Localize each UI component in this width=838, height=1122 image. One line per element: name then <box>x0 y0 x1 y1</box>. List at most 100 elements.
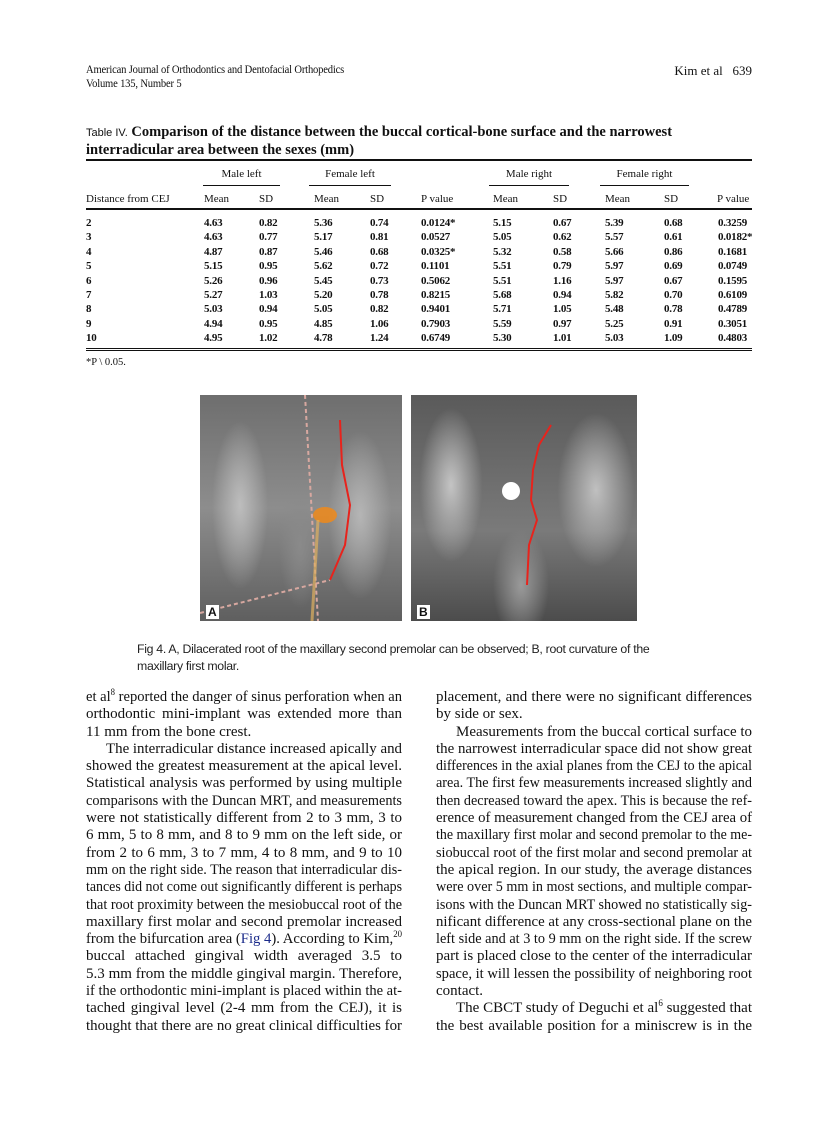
table-cell: 5.17 <box>314 231 333 244</box>
marker-blob <box>313 507 337 523</box>
text-segment: ). According to Kim, <box>271 931 394 948</box>
column-header: Mean <box>493 193 519 205</box>
table-cell: 4.95 <box>204 332 223 345</box>
text-segment: contact. <box>436 983 484 1000</box>
table-cell: 0.6109 <box>718 289 748 301</box>
text-segment: 6 mm, 5 to 8 mm, and 8 to 9 mm on the le… <box>86 827 402 844</box>
table-cell: 4.63 <box>204 231 223 244</box>
column-header: SD <box>259 193 274 205</box>
table-cell: 4.85 <box>314 317 333 330</box>
table-cell: 4.78 <box>314 332 333 345</box>
author-running-head: Kim et al <box>674 63 723 78</box>
row-label: 7 <box>86 289 92 301</box>
column-header: SD <box>664 193 679 205</box>
row-label: 6 <box>86 274 92 287</box>
table-cell: 5.59 <box>493 317 512 330</box>
text-line: buccal attached gingival width averaged … <box>86 948 402 965</box>
running-head-right: Kim et al 639 <box>674 63 752 79</box>
column-header: SD <box>370 193 385 205</box>
text-line: isons with the Duncan MRT showed no stat… <box>436 897 752 914</box>
text-segment: if the orthodontic mini-implant is place… <box>86 983 402 1000</box>
table-cell: 0.78 <box>370 289 389 301</box>
table-cell: 0.87 <box>259 245 278 258</box>
table-bottom-rule <box>86 348 752 349</box>
group-underline <box>600 185 689 186</box>
text-line: by side or sex. <box>436 706 752 723</box>
panel-b-label: B <box>417 605 430 619</box>
table-cell: 4.63 <box>204 217 223 229</box>
table-cell: 0.79 <box>553 260 572 273</box>
text-line: that root proximity between the mesiobuc… <box>86 897 402 914</box>
text-segment: space, it will lessen the possibility of… <box>436 965 752 982</box>
text-segment: by side or sex. <box>436 706 523 723</box>
table-cell: 0.81 <box>370 231 389 244</box>
text-line: 5.3 mm from the middle gingival margin. … <box>86 966 402 983</box>
text-line: left side and at 3 to 9 mm on the right … <box>436 931 752 948</box>
text-line: erence of measurement changed from the C… <box>436 810 752 827</box>
panel-b-annotations <box>502 424 552 586</box>
table-cell: 0.74 <box>370 217 389 229</box>
row-label: 10 <box>86 332 97 345</box>
text-segment: the narrowest interradicular space did n… <box>436 740 752 757</box>
table-cell: 4.87 <box>204 245 223 258</box>
root-trace-line <box>329 419 352 581</box>
table-title: Comparison of the distance between the b… <box>86 124 673 158</box>
group-male-right: Male right <box>505 168 553 180</box>
panel-a-annotations <box>200 395 352 621</box>
column-header: Distance from CEJ <box>86 193 170 205</box>
text-segment: maxillary first molar and second premola… <box>86 913 402 930</box>
text-segment: then decreased toward the apex. This is … <box>436 792 752 809</box>
table-cell: 0.94 <box>259 303 278 316</box>
implant-shadow <box>310 519 320 621</box>
citation-superscript: 20 <box>393 929 402 940</box>
figure-reference-link[interactable]: Fig 4 <box>240 931 272 948</box>
table-cell: 0.0182* <box>718 231 753 244</box>
row-label: 8 <box>86 303 92 316</box>
text-line: comparisons with the Duncan MRT, and mea… <box>86 793 402 810</box>
table-cell: 0.1681 <box>718 245 748 258</box>
bright-spot <box>502 482 520 500</box>
text-segment: Measurements from the buccal cortical su… <box>456 723 752 740</box>
text-segment: Statistical analysis was performed by us… <box>86 775 402 792</box>
text-line: 11 mm from the bone crest. <box>86 724 402 741</box>
figure-caption: Fig 4. A, Dilacerated root of the maxill… <box>137 641 717 675</box>
text-segment: differences in the axial planes from the… <box>436 758 752 775</box>
text-line: area. The first few measurements increas… <box>436 775 752 792</box>
table-cell: 4.94 <box>204 317 223 330</box>
text-segment: 5.3 mm from the middle gingival margin. … <box>86 965 402 982</box>
journal-title: American Journal of Orthodontics and Den… <box>86 64 345 76</box>
table-cell: 0.0749 <box>718 260 748 273</box>
text-line: The interradicular distance increased ap… <box>86 741 402 758</box>
text-segment: orthodontic mini-implant was extended mo… <box>86 706 402 723</box>
table-cell: 5.27 <box>204 289 223 301</box>
citation-superscript: 6 <box>658 998 663 1009</box>
text-segment: buccal attached gingival width averaged … <box>86 948 402 965</box>
row-label: 2 <box>86 217 92 229</box>
text-line: 6 mm, 5 to 8 mm, and 8 to 9 mm on the le… <box>86 827 402 844</box>
text-line: tached gingival level (2-4 mm from the C… <box>86 1000 402 1017</box>
table-cell: 0.61 <box>664 231 683 244</box>
table-cell: 0.0527 <box>421 231 451 244</box>
text-line: orthodontic mini-implant was extended mo… <box>86 706 402 723</box>
table-cell: 1.16 <box>553 274 572 287</box>
table-cell: 0.70 <box>664 289 683 301</box>
text-line: Statistical analysis was performed by us… <box>86 775 402 792</box>
text-segment: isons with the Duncan MRT showed no stat… <box>436 896 752 913</box>
table-cell: 5.82 <box>605 289 624 301</box>
panel-a-label: A <box>206 605 219 619</box>
row-label: 4 <box>86 245 92 258</box>
text-segment: that root proximity between the mesiobuc… <box>86 896 402 913</box>
column-header: Mean <box>204 193 230 205</box>
table-cell: 5.03 <box>204 303 223 316</box>
table-cell: 5.25 <box>605 317 624 330</box>
table-cell: 1.02 <box>259 332 278 345</box>
table-cell: 0.1101 <box>421 260 450 273</box>
text-line: from 2 to 6 mm, 3 to 7 mm, 4 to 8 mm, an… <box>86 845 402 862</box>
group-underline <box>489 185 569 186</box>
table-cell: 0.58 <box>553 245 572 258</box>
text-segment: thought that there are no great clinical… <box>86 1017 402 1034</box>
journal-volume: Volume 135, Number 5 <box>86 78 182 90</box>
text-segment: from the bifurcation area ( <box>86 931 241 948</box>
table-cell: 0.4803 <box>718 332 748 345</box>
table-cell: 0.67 <box>664 274 683 287</box>
